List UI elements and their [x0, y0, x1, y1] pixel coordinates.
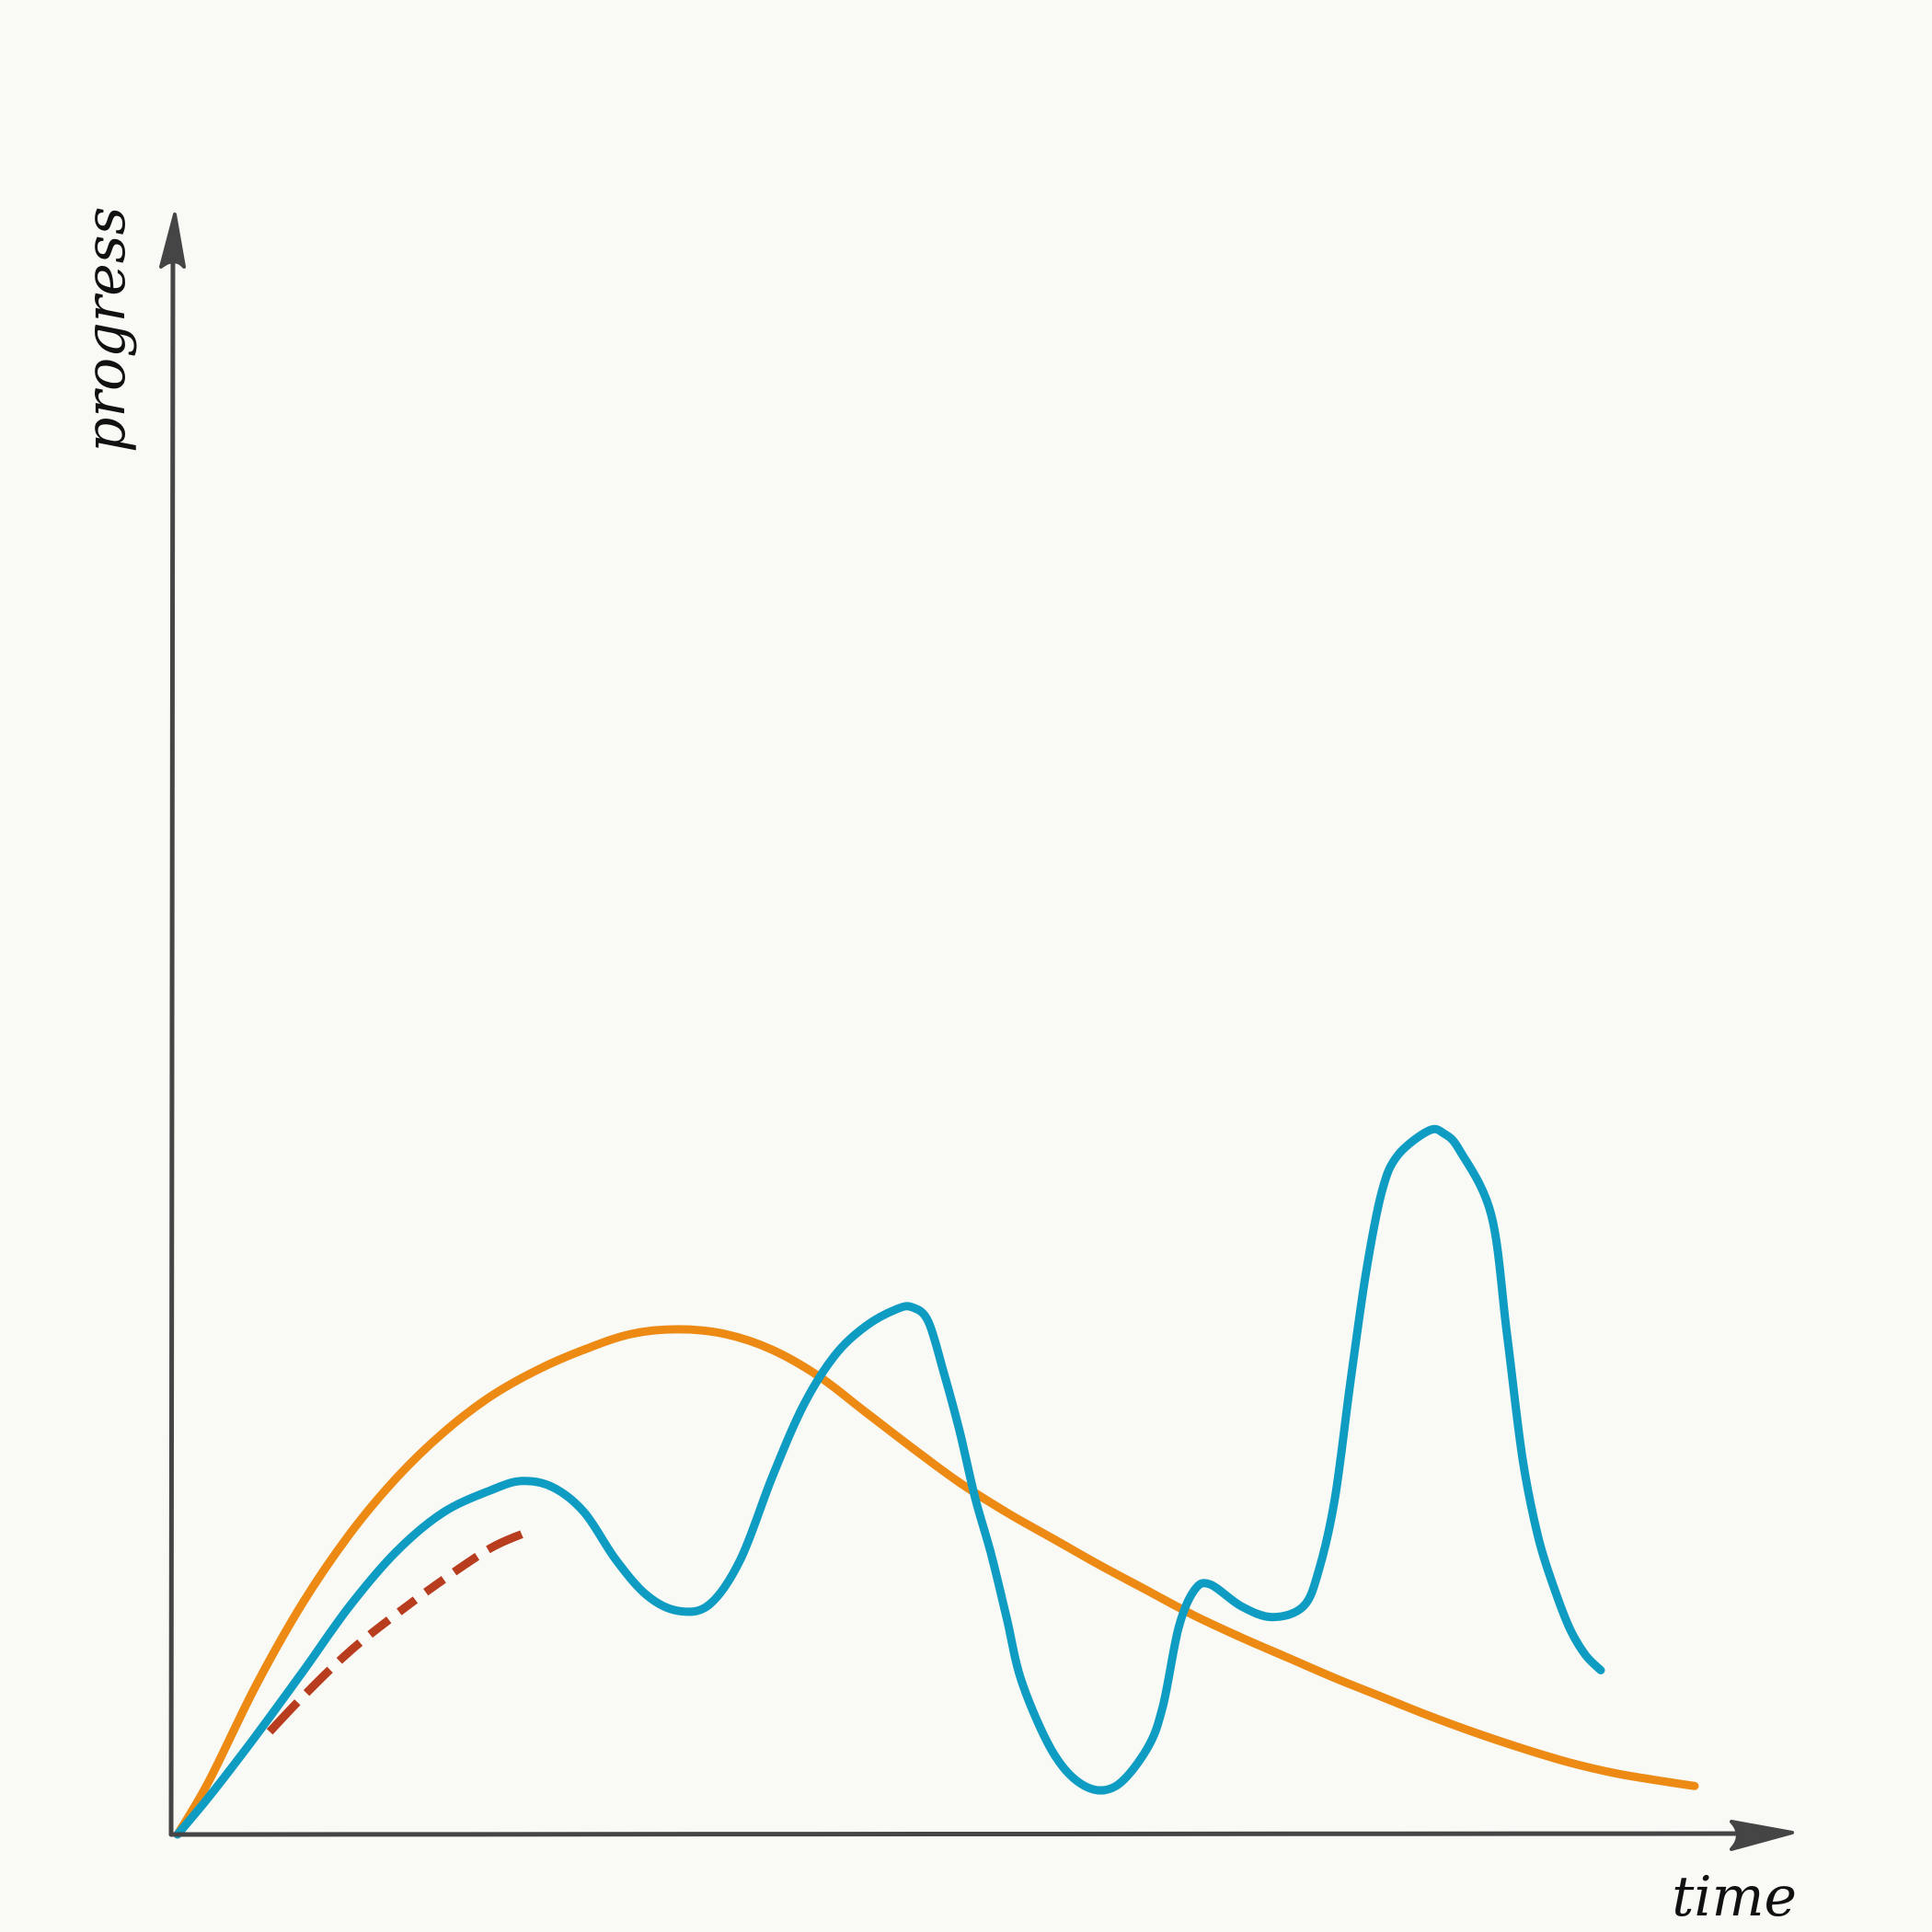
- series-line-red-dashed: [174, 1530, 523, 1837]
- series-layer: [173, 1124, 1699, 1839]
- series-line-orange: [173, 1325, 1699, 1839]
- y-axis-label: progress: [74, 207, 138, 453]
- x-axis-arrowhead: [1730, 1820, 1794, 1851]
- x-axis-label: time: [1672, 1865, 1797, 1929]
- series-line-blue: [173, 1124, 1605, 1839]
- y-axis: [168, 227, 176, 1837]
- y-axis-arrowhead: [159, 213, 186, 269]
